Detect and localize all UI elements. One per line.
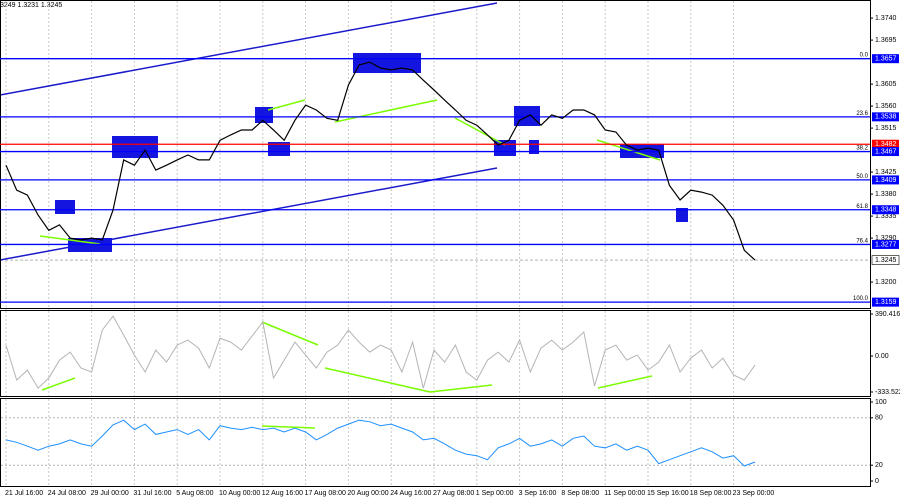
price-label-box [872,297,899,307]
x-tick-label: 8 Sep 08:00 [561,490,599,497]
zone-box [676,208,688,222]
price-label-box [872,175,899,185]
level-label: 76.4 [856,239,868,245]
zone-box [255,107,273,123]
y-tick-label: 1.3425 [875,169,897,176]
price-label: 1.3538 [875,114,897,121]
x-tick-label: 27 Aug 08:00 [433,490,474,497]
rsi-panel [0,398,871,487]
price-label: 1.3277 [875,241,897,248]
x-tick-label: 18 Sep 08:00 [690,490,732,497]
series-line [5,61,756,261]
cci-panel [0,310,871,397]
zone-box [112,136,158,158]
y-tick-label: 1.3695 [875,37,897,44]
divergence-line [41,377,76,391]
y-tick-label: 1.3335 [875,213,897,220]
y-tick-label: 1.3380 [875,191,897,198]
y-tick-label: 1.3200 [875,279,897,286]
y-tick-label: 1.3290 [875,235,897,242]
price-label: 1.3159 [875,299,897,306]
divergence-line [261,321,319,346]
x-tick-label: 12 Aug 16:00 [262,490,303,497]
zone-box [55,200,75,214]
series-line [5,419,756,467]
price-label: 1.3467 [875,148,897,155]
divergence-line [324,367,431,393]
price-label-box [872,139,899,149]
x-tick-label: 21 Jul 16:00 [5,490,43,497]
price-label-box [872,112,899,122]
price-label-box [872,147,899,157]
level-label: 0.0 [860,53,869,59]
price-label: 1.3348 [875,207,897,214]
y-tick-label: 80 [875,415,883,422]
x-tick-label: 20 Aug 00:00 [347,490,388,497]
price-label-box [872,205,899,215]
x-tick-label: 24 Jul 08:00 [48,490,86,497]
y-tick-label: 390.4163 [875,311,900,318]
price-label-box [871,255,900,265]
divergence-line [597,375,653,389]
level-label: 23.6 [856,111,868,117]
y-tick-label: -333.522 [875,389,900,396]
divergence-line [596,139,661,161]
level-label: 61.8 [856,204,868,210]
channel-line [0,2,498,96]
divergence-line [454,117,506,146]
price-label: 1.3657 [875,56,897,63]
x-tick-label: 10 Aug 00:00 [219,490,260,497]
header-text: 3249 1.3231 1.3245 [0,2,62,9]
divergence-line [334,99,438,123]
level-label: 38.2 [856,146,868,152]
zone-box [529,140,539,154]
zone-box [268,142,290,156]
price-label-box [872,54,899,64]
price-label: 1.3482 [875,141,897,148]
x-tick-label: 17 Aug 08:00 [305,490,346,497]
x-tick-label: 15 Sep 16:00 [647,490,689,497]
price-label: 1.3245 [875,257,897,264]
y-tick-label: 20 [875,462,883,469]
y-tick-label: 100 [875,399,887,406]
x-tick-label: 23 Sep 00:00 [733,490,775,497]
x-tick-label: 5 Aug 08:00 [176,490,213,497]
divergence-line [39,235,101,245]
x-tick-label: 3 Sep 16:00 [519,490,557,497]
x-tick-label: 11 Sep 00:00 [604,490,645,497]
price-panel [0,0,871,309]
y-tick-label: 1.3740 [875,15,897,22]
level-label: 100.0 [853,296,869,302]
x-tick-label: 31 Jul 16:00 [133,490,171,497]
divergence-line [261,425,316,429]
y-tick-label: 0 [875,478,879,485]
divergence-line [267,99,306,111]
x-tick-label: 24 Aug 16:00 [390,490,431,497]
x-tick-label: 29 Jul 00:00 [91,490,129,497]
price-label: 1.3409 [875,177,897,184]
divergence-line [429,384,493,393]
y-tick-label: 0.00 [875,353,889,360]
series-line [5,315,756,389]
price-label-box [872,239,899,249]
x-tick-label: 1 Sep 00:00 [476,490,514,497]
y-tick-label: 1.3515 [875,125,897,132]
level-label: 50.0 [856,174,868,180]
y-tick-label: 1.3605 [875,81,897,88]
y-tick-label: 1.3560 [875,103,897,110]
